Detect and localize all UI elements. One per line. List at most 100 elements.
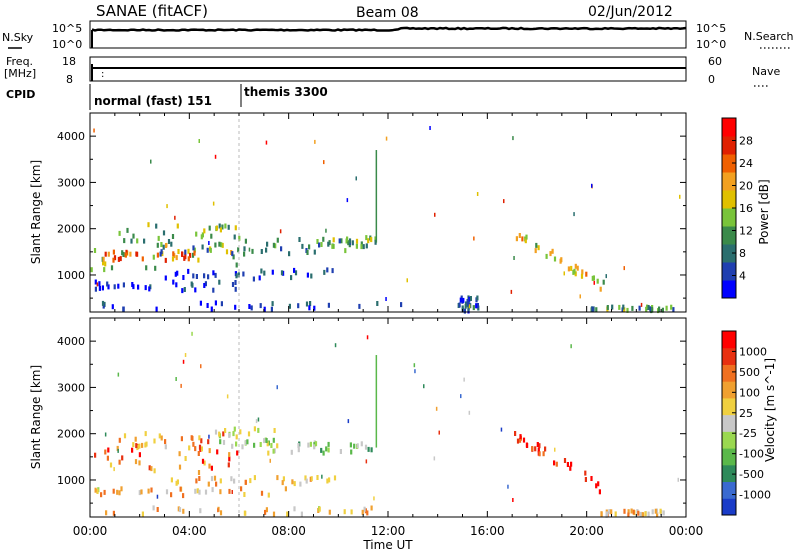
power-echo-cell <box>331 243 334 249</box>
x-tick-label: 20:00 <box>569 524 604 538</box>
velocity-echo-cell <box>651 509 654 515</box>
power-echo-region <box>515 233 605 292</box>
power-echo-point <box>212 201 215 206</box>
power-echo-region <box>118 222 241 244</box>
power-echo-cell <box>235 262 238 268</box>
power-echo-cell <box>288 251 291 257</box>
power-echo-cell <box>347 240 350 246</box>
power-echo-point <box>346 198 349 203</box>
power-echo-cell <box>200 234 203 240</box>
velocity-colorbar-text: Velocity [m s^-1] <box>763 358 777 462</box>
power-colorbar-swatch <box>722 118 736 137</box>
power-echo-cell <box>231 282 235 287</box>
power-echo-cell <box>313 305 316 311</box>
velocity-echo-cell <box>213 475 217 481</box>
velocity-echo-point <box>113 467 115 472</box>
velocity-echo-cell <box>198 489 201 495</box>
velocity-echo-cell <box>228 432 231 438</box>
velocity-echo-cell <box>293 481 296 487</box>
velocity-echo-cell <box>94 487 97 493</box>
velocity-echo-cell <box>123 433 127 439</box>
velocity-echo-cell <box>191 435 194 441</box>
power-echo-point <box>510 289 513 294</box>
nave-dots: : <box>101 69 104 80</box>
cpid-segment-themis: themis 3300 <box>244 85 328 99</box>
power-echo-cell <box>301 243 304 249</box>
power-colorbar-tick-label: 28 <box>739 135 753 148</box>
power-echo-cell <box>204 281 207 287</box>
velocity-echo-cell <box>107 447 110 453</box>
power-echo-cell <box>551 248 554 254</box>
power-echo-cell <box>576 265 579 271</box>
power-echo-cell <box>98 281 101 287</box>
velocity-echo-point <box>217 508 219 513</box>
velocity-echo-cell <box>198 435 201 441</box>
power-echo-cell <box>310 273 313 279</box>
velocity-echo-point <box>226 394 229 399</box>
power-echo-cell <box>258 275 261 281</box>
power-echo-cell <box>476 295 479 301</box>
velocity-echo-point <box>438 430 440 435</box>
velocity-echo-cell <box>153 468 156 474</box>
velocity-echo-cell <box>228 452 231 458</box>
velocity-echo-cell <box>179 486 182 492</box>
power-echo-region <box>94 279 237 294</box>
power-ylabel: Slant Range [km] <box>29 160 43 264</box>
velocity-echo-cell <box>290 449 293 455</box>
velocity-echo-cell <box>325 446 328 452</box>
velocity-echo-cell <box>96 489 99 494</box>
power-echo-cell <box>351 240 354 246</box>
power-echo-cell <box>400 302 403 308</box>
power-echo-cell <box>130 238 133 244</box>
velocity-echo-cell <box>164 444 167 450</box>
power-echo-cell <box>195 231 198 237</box>
velocity-echo-cell <box>207 481 210 487</box>
power-echo-point <box>150 159 152 164</box>
power-echo-cell <box>525 234 528 240</box>
power-echo-cell <box>472 305 475 311</box>
power-echo-cell <box>194 287 197 293</box>
power-colorbar-swatch <box>722 226 736 245</box>
power-y-tick-label: 4000 <box>57 130 85 143</box>
power-echo-cell <box>125 249 128 255</box>
velocity-colorbar-swatch <box>722 414 736 432</box>
power-echo-cell <box>328 240 331 246</box>
power-echo-cell <box>238 235 241 241</box>
velocity-echo-cell <box>109 462 113 468</box>
power-echo-cell <box>104 251 107 257</box>
power-echo-cell <box>90 267 93 273</box>
velocity-echo-cell <box>265 507 268 513</box>
power-echo-cell <box>106 281 109 287</box>
velocity-echo-cell <box>103 489 106 495</box>
velocity-echo-cell <box>316 475 319 480</box>
power-echo-cell <box>219 227 222 233</box>
velocity-echo-cell <box>134 459 138 465</box>
power-colorbar-swatch <box>722 172 736 191</box>
power-echo-cell <box>585 271 588 277</box>
x-tick-label: 16:00 <box>470 524 505 538</box>
power-echo-region <box>316 235 377 250</box>
power-echo-cell <box>237 272 240 278</box>
velocity-echo-cell <box>276 443 279 449</box>
velocity-echo-region <box>600 508 665 518</box>
power-echo-point <box>468 304 471 309</box>
velocity-echo-cell <box>170 492 173 498</box>
velocity-echo-cell <box>569 465 572 471</box>
velocity-echo-cell <box>284 486 287 492</box>
power-echo-point <box>573 212 575 217</box>
velocity-echo-cell <box>230 476 233 482</box>
velocity-echo-cell <box>164 439 167 445</box>
power-echo-cell <box>346 236 349 242</box>
power-echo-cell <box>244 238 247 244</box>
velocity-colorbar-swatch <box>722 364 736 382</box>
velocity-echo-cell <box>200 438 203 444</box>
velocity-echo-point <box>460 394 462 399</box>
velocity-echo-cell <box>555 461 558 467</box>
power-echo-cell <box>631 305 634 311</box>
power-echo-cell <box>170 241 173 247</box>
power-echo-point <box>174 215 176 220</box>
power-echo-cell <box>235 273 238 279</box>
power-echo-cell <box>621 307 624 313</box>
power-echo-cell <box>113 255 117 261</box>
power-echo-cell <box>237 247 240 253</box>
